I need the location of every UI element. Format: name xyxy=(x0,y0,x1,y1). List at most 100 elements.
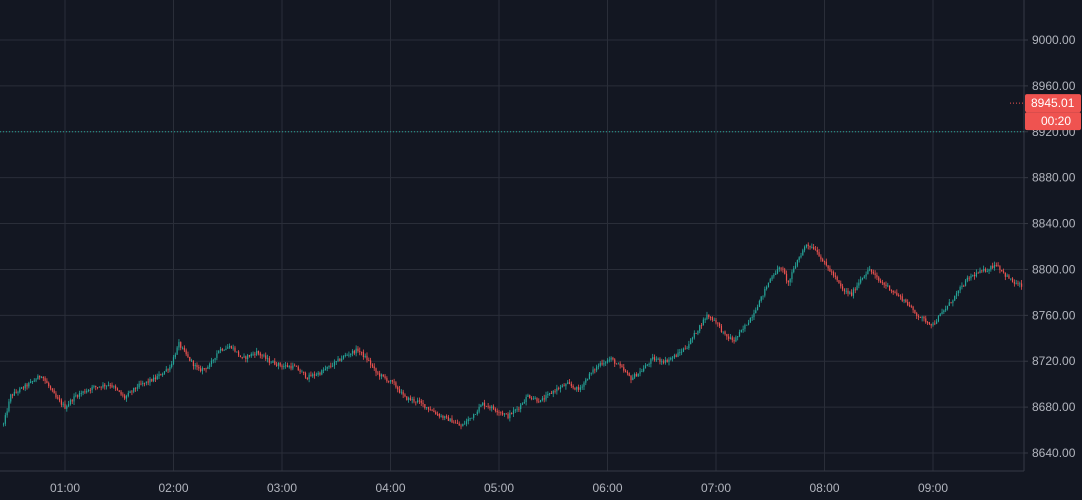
candle-down xyxy=(319,372,321,375)
candle-down xyxy=(160,374,162,376)
candle-down xyxy=(131,391,133,393)
candle-up xyxy=(228,345,231,348)
candle-up xyxy=(742,328,744,331)
candle-down xyxy=(406,396,408,401)
candle-down xyxy=(890,290,893,292)
candle-up xyxy=(811,247,813,248)
candle-up xyxy=(585,379,587,383)
candle-up xyxy=(194,364,196,367)
candle-down xyxy=(239,355,242,358)
candle-up xyxy=(606,360,609,363)
candle-down xyxy=(420,400,422,403)
candle-up xyxy=(317,372,319,375)
candle-up xyxy=(78,393,81,397)
candle-up xyxy=(972,274,974,276)
time-axis[interactable]: 01:00 02:00 03:00 04:00 05:00 06:00 07:00 08:00… xyxy=(50,481,948,495)
candle-up xyxy=(474,414,477,415)
candle-up xyxy=(24,384,26,389)
candle-down xyxy=(614,359,616,364)
candle-up xyxy=(605,362,607,364)
candle-down xyxy=(100,386,102,388)
candle-down xyxy=(200,368,202,372)
candle-up xyxy=(389,380,392,382)
candle-down xyxy=(294,365,296,367)
candle-down xyxy=(456,422,459,424)
candle-down xyxy=(84,391,86,393)
candle-down xyxy=(624,370,627,372)
candle-up xyxy=(990,265,992,270)
candle-up xyxy=(641,371,643,373)
candle-up xyxy=(216,353,218,358)
candle-up xyxy=(473,414,475,418)
price-tick-label: 8880.00 xyxy=(1032,171,1076,185)
candle-up xyxy=(744,325,746,329)
candle-down xyxy=(511,413,513,414)
candle-down xyxy=(46,380,48,384)
candle-up xyxy=(986,271,988,273)
candle-down xyxy=(899,295,902,297)
candle-down xyxy=(563,385,565,387)
time-tick-label: 01:00 xyxy=(50,481,80,495)
candle-down xyxy=(568,382,571,384)
candle-up xyxy=(740,330,742,333)
candle-down xyxy=(167,369,169,371)
candle-up xyxy=(856,285,858,291)
candle-down xyxy=(187,354,189,357)
candle-down xyxy=(992,265,994,268)
candle-up xyxy=(644,365,647,369)
candle-up xyxy=(798,257,800,261)
candle-up xyxy=(209,364,211,367)
candle-down xyxy=(64,403,66,409)
candle-down xyxy=(999,266,1001,270)
candle-down xyxy=(286,365,289,368)
candle-up xyxy=(91,386,93,391)
candle-down xyxy=(427,407,430,410)
reference-line xyxy=(0,102,1024,133)
candle-down xyxy=(889,285,891,291)
candle-down xyxy=(787,280,789,283)
candle-up xyxy=(19,388,21,392)
candle-up xyxy=(852,289,855,296)
candle-up xyxy=(462,423,464,427)
candle-up xyxy=(802,250,804,256)
candle-up xyxy=(512,410,515,414)
candle-up xyxy=(760,296,762,301)
candle-up xyxy=(738,332,741,337)
candle-down xyxy=(623,367,625,371)
candle-up xyxy=(467,419,469,422)
candle-up xyxy=(86,391,88,393)
candle-down xyxy=(49,386,52,389)
candle-up xyxy=(2,423,5,425)
candle-down xyxy=(928,322,930,325)
candle-down xyxy=(124,395,126,399)
candle-up xyxy=(523,402,525,404)
candle-down xyxy=(241,357,243,358)
candle-up xyxy=(256,351,258,355)
candle-down xyxy=(823,261,826,263)
candle-down xyxy=(550,393,553,394)
candle-up xyxy=(243,356,245,358)
candle-down xyxy=(487,406,489,408)
candle-up xyxy=(113,386,115,388)
candle-up xyxy=(751,317,753,318)
time-tick-label: 05:00 xyxy=(484,481,514,495)
candle-down xyxy=(934,323,936,325)
candle-up xyxy=(68,404,70,407)
candle-up xyxy=(702,319,704,326)
candle-up xyxy=(417,400,419,402)
candle-up xyxy=(6,411,8,416)
candle-up xyxy=(948,302,950,306)
candle-down xyxy=(733,339,735,342)
candle-down xyxy=(577,387,580,390)
candle-up xyxy=(400,391,402,393)
candle-down xyxy=(404,394,406,397)
candle-down xyxy=(445,416,448,418)
candle-down xyxy=(116,388,119,391)
candle-up xyxy=(201,368,204,372)
candle-up xyxy=(335,361,337,362)
candle-down xyxy=(898,295,900,296)
candle-down xyxy=(910,305,912,307)
candle-up xyxy=(597,365,600,367)
